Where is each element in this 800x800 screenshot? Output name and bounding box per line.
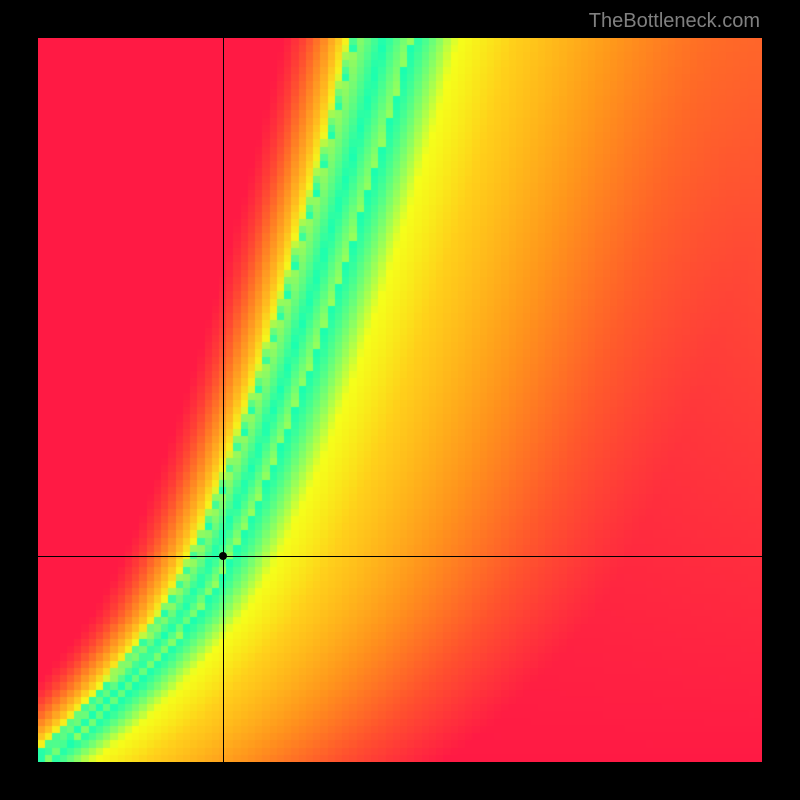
watermark-text: TheBottleneck.com: [589, 10, 760, 33]
crosshair-horizontal: [38, 556, 762, 557]
bottleneck-heatmap: [38, 38, 762, 762]
crosshair-marker: [219, 552, 227, 560]
chart-container: TheBottleneck.com: [0, 0, 800, 800]
crosshair-vertical: [223, 38, 224, 762]
